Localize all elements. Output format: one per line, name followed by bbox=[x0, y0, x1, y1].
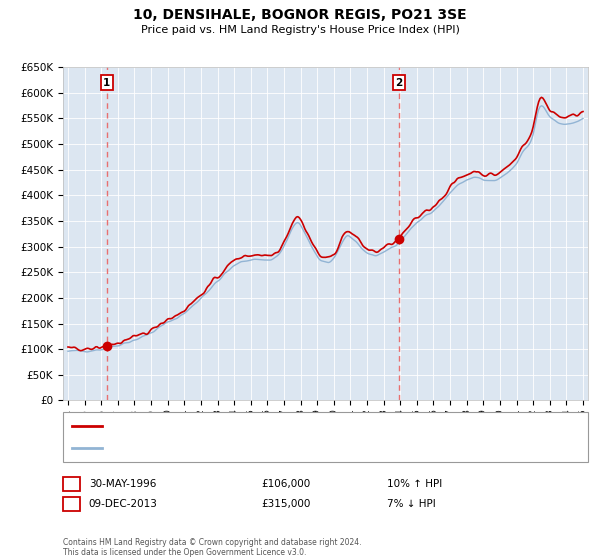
Text: 2: 2 bbox=[395, 78, 403, 87]
Text: Price paid vs. HM Land Registry's House Price Index (HPI): Price paid vs. HM Land Registry's House … bbox=[140, 25, 460, 35]
Text: 7% ↓ HPI: 7% ↓ HPI bbox=[387, 500, 436, 510]
Text: 1: 1 bbox=[103, 78, 110, 87]
Text: HPI: Average price, detached house, Arun: HPI: Average price, detached house, Arun bbox=[107, 443, 311, 453]
Text: 30-MAY-1996: 30-MAY-1996 bbox=[89, 479, 156, 489]
Text: 1: 1 bbox=[68, 479, 75, 489]
Text: 2: 2 bbox=[68, 500, 75, 510]
Text: Contains HM Land Registry data © Crown copyright and database right 2024.
This d: Contains HM Land Registry data © Crown c… bbox=[63, 538, 361, 557]
Text: 10% ↑ HPI: 10% ↑ HPI bbox=[387, 479, 442, 489]
Text: 10, DENSIHALE, BOGNOR REGIS, PO21 3SE: 10, DENSIHALE, BOGNOR REGIS, PO21 3SE bbox=[133, 8, 467, 22]
Text: £315,000: £315,000 bbox=[261, 500, 310, 510]
Text: 09-DEC-2013: 09-DEC-2013 bbox=[89, 500, 158, 510]
Text: 10, DENSIHALE, BOGNOR REGIS, PO21 3SE (detached house): 10, DENSIHALE, BOGNOR REGIS, PO21 3SE (d… bbox=[107, 421, 406, 431]
Text: £106,000: £106,000 bbox=[261, 479, 310, 489]
